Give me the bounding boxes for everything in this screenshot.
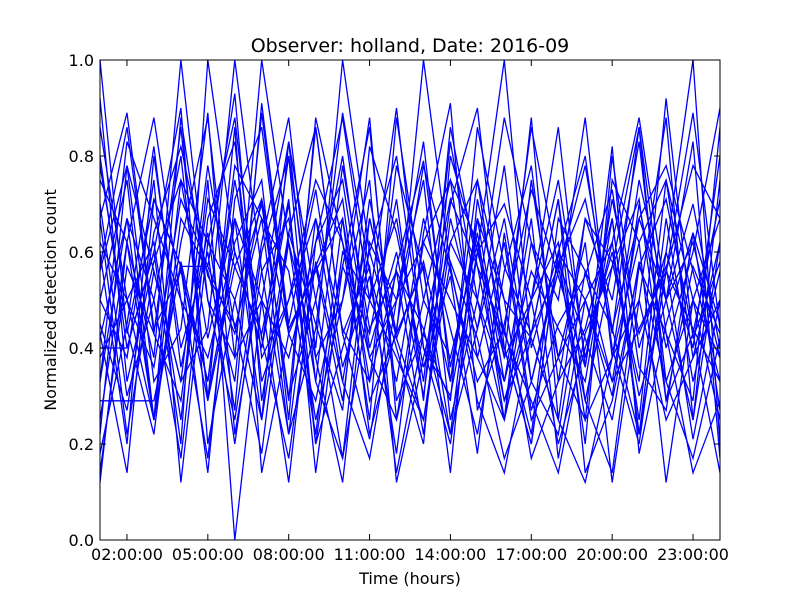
y-tick-label: 1.0 (69, 51, 94, 70)
series-line-22 (99, 117, 721, 421)
plot-frame (99, 59, 721, 541)
y-tick-label: 0.0 (69, 531, 94, 550)
x-tick-label: 20:00:00 (576, 545, 648, 564)
x-tick-label: 14:00:00 (415, 545, 487, 564)
series-line-27 (99, 165, 721, 435)
chart-title: Observer: holland, Date: 2016-09 (251, 35, 570, 57)
y-tick-label: 0.8 (69, 147, 94, 166)
series-line-26 (99, 127, 721, 474)
x-tick-label: 02:00:00 (91, 545, 163, 564)
series-line-11 (99, 59, 721, 435)
y-axis-ticks: 0.0 0.2 0.4 0.6 0.8 1.0 (69, 51, 720, 550)
series-line-25 (99, 117, 721, 483)
x-axis-label: Time (hours) (358, 569, 461, 588)
series-line-28 (99, 179, 721, 461)
series-line-20 (99, 112, 721, 437)
series-line-17 (99, 117, 721, 541)
series-line-3 (99, 59, 721, 445)
x-tick-label: 17:00:00 (495, 545, 567, 564)
y-tick-label: 0.2 (69, 435, 94, 454)
y-tick-label: 0.6 (69, 243, 94, 262)
x-tick-label: 05:00:00 (172, 545, 244, 564)
y-tick-label: 0.4 (69, 339, 94, 358)
series-line-24 (99, 112, 721, 435)
x-tick-label: 11:00:00 (334, 545, 406, 564)
series-line-1 (99, 59, 721, 476)
series-layer (99, 59, 721, 541)
y-axis-label: Normalized detection count (41, 189, 60, 411)
x-tick-label: 23:00:00 (657, 545, 729, 564)
x-axis-ticks: 02:00:00 05:00:00 08:00:00 11:00:00 14:00:00… (91, 60, 729, 564)
series-line-10 (100, 107, 721, 445)
series-line-19 (99, 117, 721, 423)
series-line-7 (99, 117, 721, 485)
x-tick-label: 08:00:00 (253, 545, 325, 564)
